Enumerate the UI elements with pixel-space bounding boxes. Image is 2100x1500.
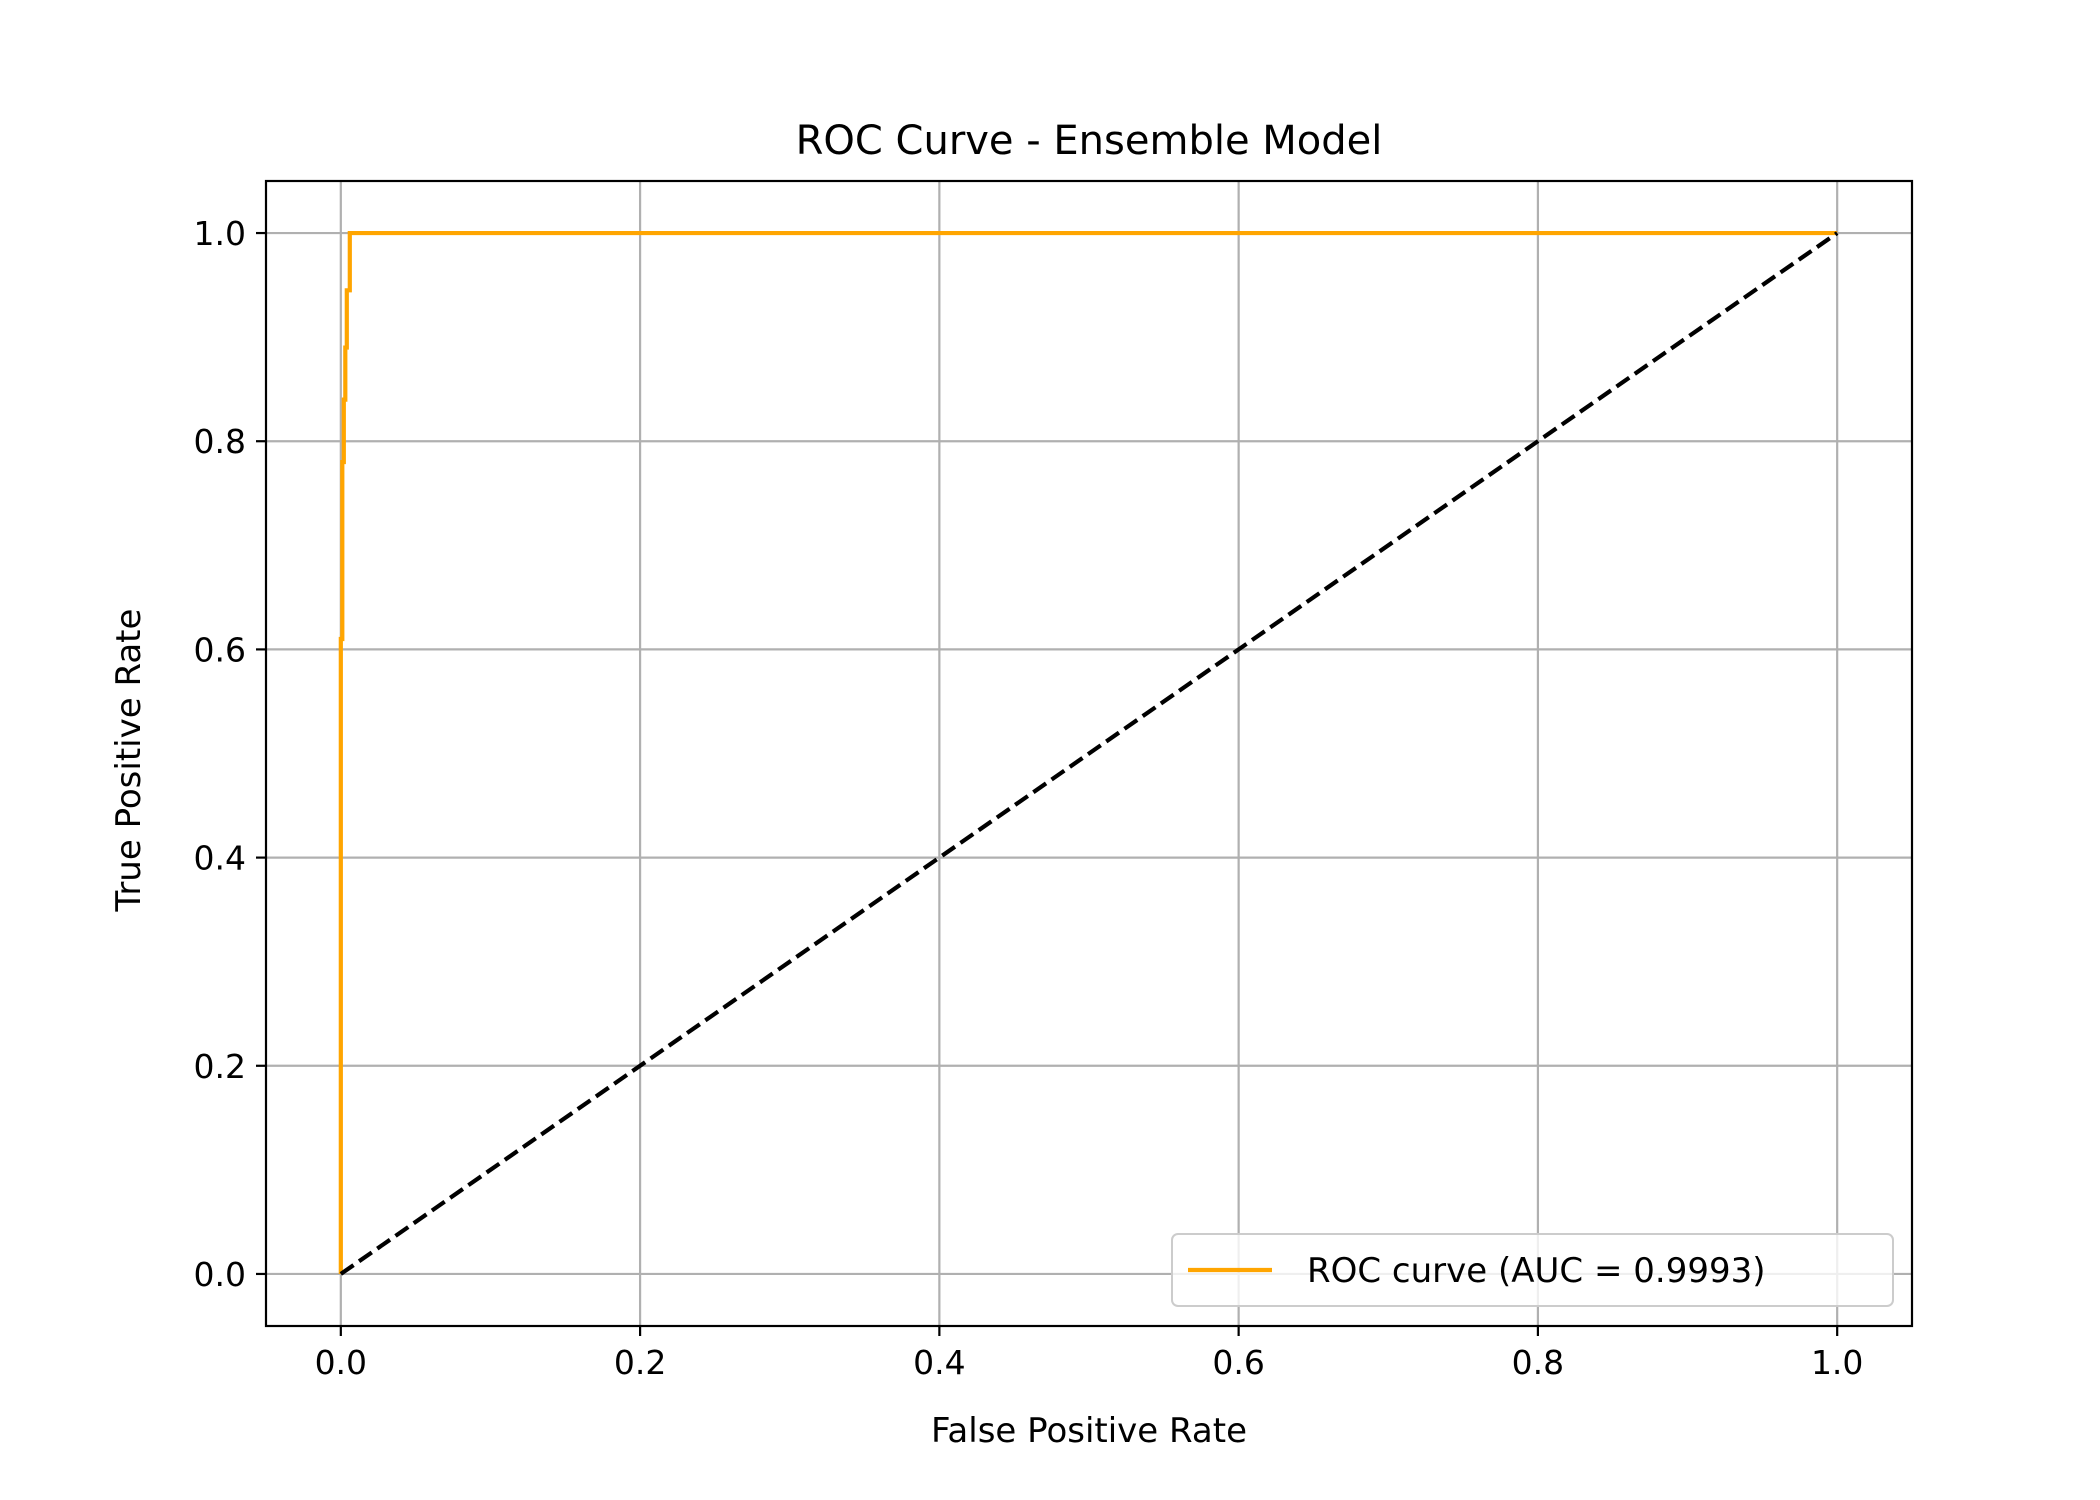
plot-area: 0.0 0.2 0.4 0.6 0.8 1.0 0.0 0.2 0.4 0.6 0.8 1.0	[194, 179, 1914, 1382]
diagonal-reference-line	[339, 231, 1839, 1276]
y-tick-label-3: 0.6	[194, 630, 246, 669]
x-tick-label-5: 1.0	[1811, 1343, 1863, 1382]
x-tick-label-3: 0.6	[1212, 1343, 1264, 1382]
x-tick-label-4: 0.8	[1512, 1343, 1564, 1382]
x-tick-label-1: 0.2	[614, 1343, 666, 1382]
legend-box	[1171, 1233, 1894, 1307]
chart-title: ROC Curve - Ensemble Model	[796, 118, 1383, 164]
x-tick-label-0: 0.0	[315, 1343, 367, 1382]
y-tick-label-0: 0.0	[194, 1255, 246, 1294]
legend-label-0: ROC curve (AUC = 0.9993)	[1307, 1251, 1766, 1291]
y-tick-label-5: 1.0	[194, 214, 246, 253]
x-axis-label: False Positive Rate	[931, 1411, 1247, 1451]
y-tick-label-2: 0.4	[194, 839, 246, 878]
y-axis-label: True Positive Rate	[109, 609, 149, 913]
y-tick-label-4: 0.8	[194, 422, 246, 461]
y-tick-label-1: 0.2	[194, 1047, 246, 1086]
axes-frame	[264, 179, 1914, 1328]
x-tick-label-2: 0.4	[913, 1343, 965, 1382]
legend: ROC curve (AUC = 0.9993)	[1171, 1233, 1894, 1307]
roc-curve-line	[338, 230, 1838, 1274]
